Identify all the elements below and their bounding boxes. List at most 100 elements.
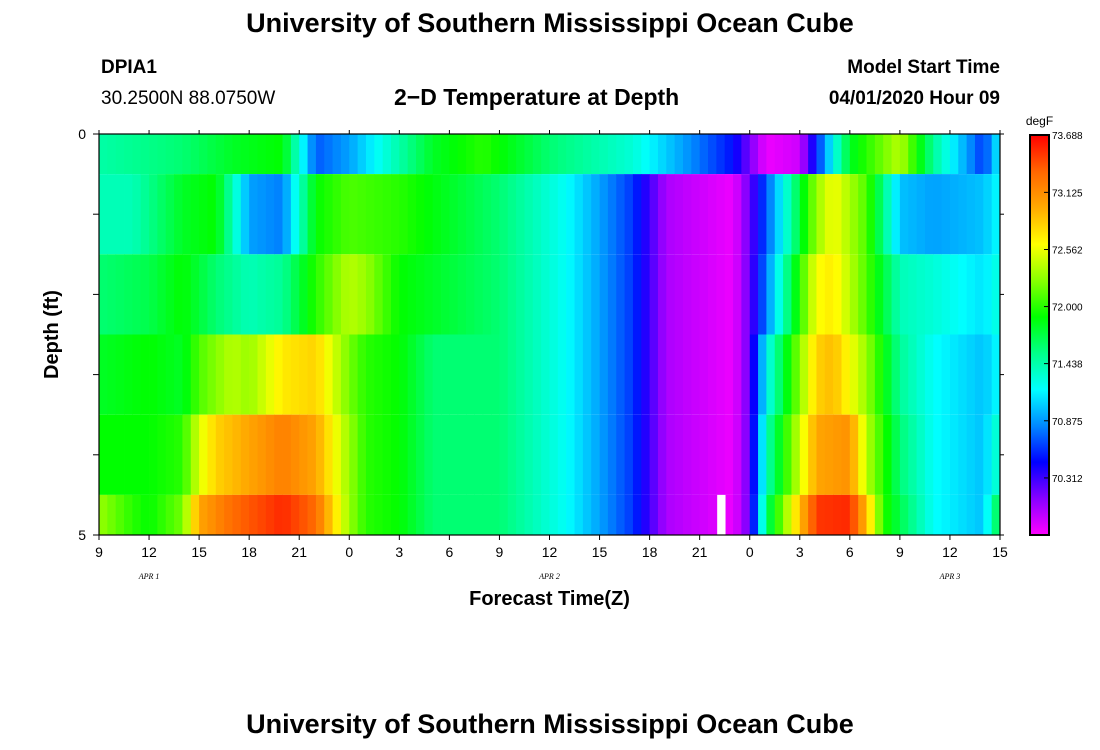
heatmap-cell [482, 254, 492, 335]
heatmap-cell [382, 334, 392, 415]
model-start-label: Model Start Time [847, 57, 1000, 78]
colorbar-tick-label: 70.312 [1052, 474, 1083, 485]
heatmap-cell [390, 494, 400, 535]
heatmap-cell [182, 334, 192, 415]
heatmap-cell [824, 254, 834, 335]
heatmap-cell [766, 134, 776, 175]
heatmap-cell [290, 414, 300, 495]
heatmap-cell [849, 174, 859, 255]
heatmap-cell [549, 334, 559, 415]
heatmap-cell [624, 174, 634, 255]
heatmap-cell [315, 494, 325, 535]
heatmap-cell [290, 494, 300, 535]
colorbar-tick-label: 73.688 [1052, 131, 1083, 142]
heatmap-cell [908, 414, 917, 495]
heatmap-cell [299, 134, 308, 175]
heatmap-cell [657, 174, 667, 255]
heatmap-cell [983, 254, 993, 335]
heatmap-cell [574, 414, 584, 495]
heatmap-cell [899, 174, 909, 255]
heatmap-cell [958, 174, 968, 255]
heatmap-cell [124, 414, 133, 495]
heatmap-cell [541, 334, 550, 415]
heatmap-cell [399, 494, 409, 535]
heatmap-cell [140, 254, 150, 335]
heatmap-cell [457, 414, 467, 495]
heatmap-cell [466, 414, 475, 495]
heatmap-cell [549, 494, 559, 535]
heatmap-cell [799, 134, 809, 175]
colorbar-gradient [1029, 134, 1050, 536]
heatmap-cell [157, 134, 167, 175]
heatmap-cell [599, 174, 609, 255]
heatmap-cell [916, 334, 926, 415]
heatmap-cell [908, 134, 917, 175]
x-tick-label: 0 [345, 544, 353, 560]
heatmap-cell [207, 414, 217, 495]
heatmap-cell [858, 494, 867, 535]
heatmap-cell [691, 174, 701, 255]
heatmap-cell [524, 254, 534, 335]
heatmap-cell [499, 134, 509, 175]
heatmap-cell [215, 134, 225, 175]
heatmap-cell [607, 134, 617, 175]
heatmap-cell [733, 134, 742, 175]
heatmap-cell [874, 494, 884, 535]
heatmap-cell [758, 494, 767, 535]
heatmap-cell [365, 254, 375, 335]
heatmap-cell [799, 174, 809, 255]
heatmap-cell [441, 494, 450, 535]
heatmap-cell [174, 414, 183, 495]
heatmap-cell [908, 174, 917, 255]
heatmap-cell [99, 414, 108, 495]
heatmap-cell [466, 174, 475, 255]
heatmap-cell [866, 174, 876, 255]
heatmap-cell [441, 334, 450, 415]
heatmap-cell [365, 414, 375, 495]
heatmap-cell [274, 494, 283, 535]
heatmap-cell [282, 134, 292, 175]
heatmap-cell [265, 174, 275, 255]
heatmap-cell [516, 254, 525, 335]
heatmap-cell [424, 414, 434, 495]
heatmap-cell [841, 174, 851, 255]
heatmap-cell [424, 174, 434, 255]
heatmap-cell [549, 134, 559, 175]
heatmap-cell [357, 334, 367, 415]
heatmap-cell [666, 494, 676, 535]
x-tick-label: 12 [141, 544, 157, 560]
x-tick-label: 18 [241, 544, 257, 560]
heatmap-cell [432, 334, 442, 415]
heatmap-cell [799, 334, 809, 415]
y-tick-label: 5 [78, 527, 86, 543]
heatmap-cell [733, 254, 742, 335]
heatmap-cell [691, 134, 701, 175]
heatmap-cell [974, 254, 984, 335]
heatmap-cell [716, 334, 726, 415]
heatmap-cell [207, 494, 217, 535]
heatmap-cell [991, 334, 1001, 415]
heatmap-cell [240, 134, 250, 175]
heatmap-cell [758, 334, 767, 415]
heatmap-cell [516, 174, 525, 255]
heatmap-cells [99, 134, 1001, 535]
heatmap-cell [474, 174, 484, 255]
heatmap-cell [274, 254, 283, 335]
heatmap-cell [340, 174, 350, 255]
heatmap-cell [199, 494, 208, 535]
heatmap-cell [315, 334, 325, 415]
heatmap-cell [657, 334, 667, 415]
heatmap-cell [824, 494, 834, 535]
heatmap-cell [899, 334, 909, 415]
heatmap-cell [407, 134, 417, 175]
station-coords: 30.2500N 88.0750W [101, 88, 276, 109]
x-tick-label: 15 [992, 544, 1008, 560]
heatmap-cell [240, 494, 250, 535]
heatmap-cell [783, 494, 792, 535]
heatmap-cell [758, 414, 767, 495]
date-label: APR 3 [939, 572, 961, 581]
heatmap-cell [282, 174, 292, 255]
heatmap-cell [332, 134, 342, 175]
heatmap-cell [616, 334, 625, 415]
heatmap-cell [424, 494, 434, 535]
